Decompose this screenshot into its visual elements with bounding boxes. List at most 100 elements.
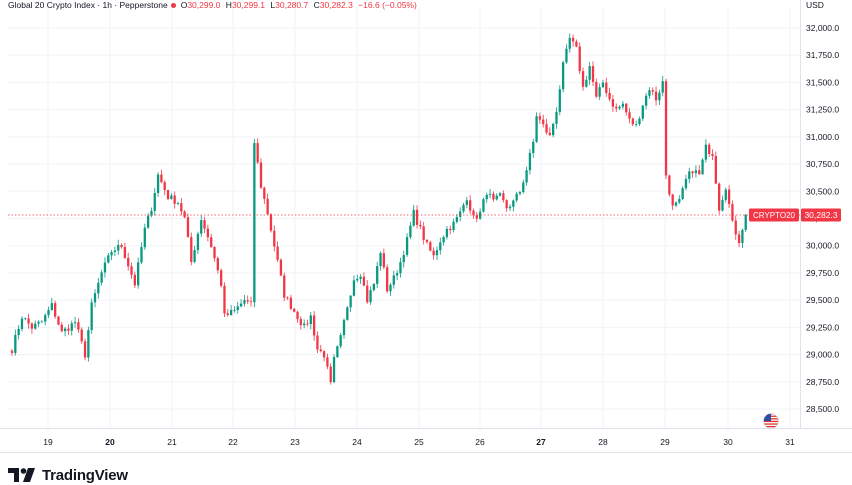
candle-down: [180, 203, 183, 212]
time-tick-label: 31: [785, 437, 795, 447]
candle-down: [206, 228, 210, 238]
price-tick-label: 29,000.0: [806, 350, 839, 360]
symbol-label-box: [749, 208, 799, 222]
candle-up: [90, 302, 93, 330]
tradingview-branding[interactable]: TradingView: [8, 465, 128, 485]
candle-up: [439, 242, 442, 251]
candle-down: [548, 132, 551, 136]
candle-down: [160, 174, 163, 183]
candle-down: [591, 66, 595, 82]
candle-up: [618, 106, 621, 109]
candle-up: [688, 171, 691, 180]
candle-up: [349, 295, 352, 308]
candle-up: [303, 323, 306, 326]
time-axis[interactable]: 19 20 21 22 23 24 25 26 27 28 29 30 31: [43, 437, 795, 447]
candle-down: [296, 311, 299, 320]
candle-down: [279, 259, 283, 276]
candle-down: [664, 81, 668, 176]
candle-down: [120, 244, 123, 247]
candle-down: [595, 81, 598, 97]
candle-up: [498, 193, 502, 196]
candle-up: [482, 199, 485, 212]
candle-up: [412, 209, 415, 226]
currency-label[interactable]: USD: [806, 0, 824, 10]
candle-down: [698, 170, 701, 175]
price-tick-label: 32,000.0: [806, 23, 839, 33]
legend-change: −16.6 (−0.05%): [358, 0, 417, 10]
candle-down: [608, 92, 611, 100]
tradingview-logo-icon: [8, 468, 35, 482]
candle-down: [27, 318, 30, 324]
candle-down: [422, 226, 425, 240]
candle-down: [505, 200, 508, 209]
candle-up: [561, 62, 565, 90]
candle-up: [485, 194, 488, 200]
candle-up: [14, 335, 17, 353]
last-price-line: CRYPTO20 30,282.3: [8, 208, 841, 222]
candle-down: [668, 175, 671, 195]
candle-up: [522, 182, 525, 193]
candle-down: [190, 237, 193, 262]
price-tick-label: 28,500.0: [806, 404, 839, 414]
candle-up: [233, 309, 236, 311]
candle-down: [472, 210, 475, 216]
candle-up: [445, 228, 449, 238]
candle-up: [153, 193, 156, 211]
candle-up: [532, 141, 535, 153]
candle-down: [571, 37, 575, 42]
candle-down: [133, 274, 136, 286]
candle-up: [462, 204, 465, 212]
candle-up: [336, 346, 339, 358]
price-tick-label: 31,750.0: [806, 50, 839, 60]
candle-down: [77, 322, 80, 330]
candle-up: [140, 247, 143, 263]
candle-down: [163, 182, 166, 191]
candle-down: [718, 183, 721, 211]
price-tick-label: 28,750.0: [806, 377, 839, 387]
candle-up: [704, 144, 708, 160]
candle-up: [332, 357, 336, 383]
candle-down: [226, 313, 229, 315]
candle-down: [127, 257, 130, 267]
candle-up: [565, 48, 568, 63]
candle-up: [644, 95, 648, 106]
candle-down: [449, 228, 452, 231]
candle-up: [389, 284, 392, 292]
candle-down: [57, 316, 60, 325]
time-tick-label: 30: [723, 437, 733, 447]
candle-up: [24, 318, 27, 320]
candle-down: [249, 301, 253, 303]
candle-down: [654, 91, 658, 101]
candle-down: [173, 195, 176, 204]
candle-up: [495, 195, 498, 200]
candle-up: [518, 192, 522, 194]
candle-down: [671, 194, 674, 206]
time-tick-label: 19: [43, 437, 53, 447]
candle-down: [469, 200, 472, 211]
legend-high-value: 30,299.1: [231, 0, 266, 10]
candle-down: [362, 276, 366, 286]
candle-up: [568, 37, 571, 49]
candle-down: [83, 341, 87, 358]
candle-up: [392, 275, 395, 285]
candle-up: [97, 282, 100, 294]
candle-up: [107, 255, 110, 263]
time-tick-label: 25: [414, 437, 424, 447]
candle-down: [419, 224, 422, 227]
candle-up: [103, 262, 107, 273]
candle-up: [741, 229, 744, 244]
candle-up: [555, 111, 558, 124]
candle-up: [236, 306, 239, 310]
candle-down: [708, 144, 711, 154]
candle-down: [628, 112, 631, 119]
candle-up: [176, 203, 180, 204]
candle-up: [721, 199, 724, 211]
candle-up: [34, 323, 37, 329]
candle-up: [478, 211, 482, 219]
us-flag-icon[interactable]: [763, 413, 779, 429]
candle-down: [651, 90, 654, 92]
candle-down: [286, 297, 289, 299]
candles[interactable]: [10, 33, 747, 385]
legend-open-value: 30,299.0: [187, 0, 221, 10]
